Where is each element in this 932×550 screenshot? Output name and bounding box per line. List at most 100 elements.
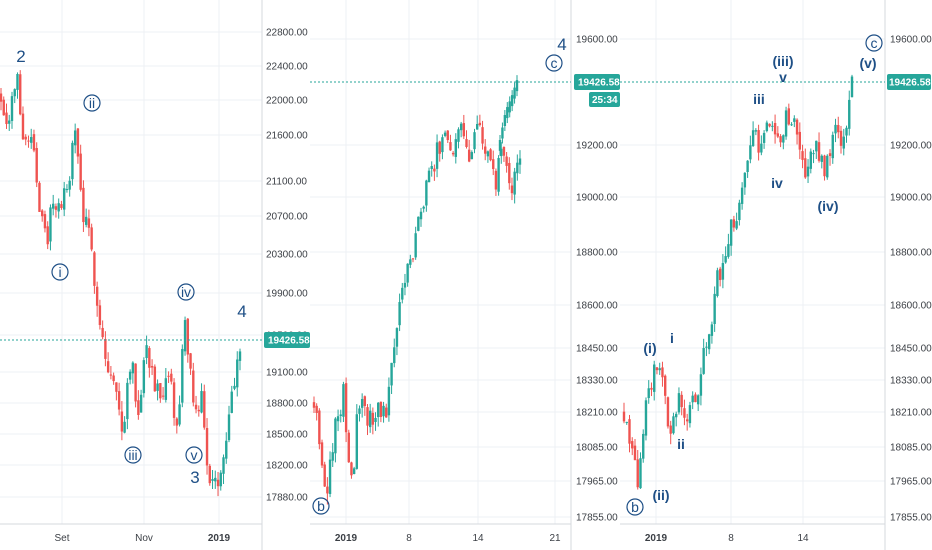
candle-body: [768, 123, 771, 127]
candle-body: [355, 414, 359, 469]
panel-left-grid: [0, 0, 262, 524]
wave-label-circle: [83, 94, 101, 112]
candle-body: [729, 219, 733, 246]
x-tick-label: 2019: [208, 533, 231, 544]
candle-body: [644, 400, 648, 436]
wave-label-circle: [865, 34, 883, 52]
candle-body: [200, 391, 203, 413]
candle-body: [661, 367, 664, 378]
y-tick-label: 22800.00: [266, 28, 308, 39]
candle-body: [115, 382, 118, 392]
candle-body: [208, 465, 211, 484]
candle-body: [398, 302, 401, 326]
candle-body: [839, 130, 843, 146]
candle-body: [13, 89, 16, 97]
candle-body: [760, 143, 763, 153]
candle-body: [315, 405, 318, 414]
candle-body: [16, 74, 19, 90]
panel-left-candles: [0, 70, 242, 497]
candle-body: [674, 413, 678, 418]
wave-label: iii: [753, 91, 765, 107]
candle-body: [677, 393, 681, 413]
candle-body: [236, 359, 239, 388]
y-tick-label: 18600.00: [890, 301, 932, 312]
candle-body: [451, 152, 455, 155]
wave-label: 4: [557, 35, 566, 54]
candle-body: [38, 182, 41, 212]
candle-body: [685, 419, 689, 422]
panel-right-price-badge-bg: [887, 74, 931, 90]
candle-body: [501, 127, 504, 139]
wave-label-circle: [185, 446, 203, 464]
candle-body: [60, 204, 63, 208]
candle-body: [510, 95, 514, 107]
candle-body: [318, 410, 321, 445]
candle-body: [713, 293, 716, 324]
y-tick-label: 19900.00: [266, 289, 308, 300]
candle-body: [435, 142, 439, 169]
wave-label: iv: [181, 284, 191, 300]
y-tick-label: 18800.00: [576, 248, 618, 259]
candle-body: [475, 123, 479, 130]
wave-label: ii: [89, 95, 95, 111]
y-tick-label: 18450.00: [576, 344, 618, 355]
candle-body: [390, 362, 393, 386]
y-tick-label: 18450.00: [890, 344, 932, 355]
candle-body: [323, 464, 326, 487]
candle-body: [738, 202, 741, 221]
candle-body: [104, 338, 107, 359]
candle-body: [68, 180, 71, 190]
candle-body: [653, 364, 656, 392]
candle-body: [98, 305, 102, 326]
candle-body: [350, 462, 353, 476]
candle-body: [238, 351, 242, 361]
candle-body: [385, 407, 388, 418]
candle-body: [696, 395, 700, 405]
candle-body: [508, 101, 511, 113]
candle-body: [762, 132, 766, 143]
candle-body: [449, 142, 452, 151]
x-tick-label: 8: [728, 533, 734, 544]
candle-body: [699, 374, 703, 396]
candle-body: [194, 404, 198, 410]
panel-middle-wave-labels: 4c b: [312, 35, 567, 515]
candle-body: [795, 119, 799, 135]
candle-body: [233, 385, 236, 389]
panel-left-price-badge: 19426.58: [264, 332, 310, 348]
candle-body: [801, 151, 804, 160]
candle-body: [377, 402, 380, 418]
panel-middle-grid: [310, 0, 571, 524]
panel-left-price-badge-bg: [264, 332, 310, 348]
x-tick-label: 14: [472, 533, 484, 544]
candle-body: [505, 156, 508, 166]
candle-body: [32, 134, 36, 151]
candle-body: [513, 87, 516, 99]
candle-body: [481, 127, 484, 144]
wave-label: c: [871, 35, 878, 51]
panel-middle-countdown-badge-bg: [589, 92, 620, 107]
candle-body: [219, 472, 222, 487]
panel-right-x-ticks: 2019 8 14: [645, 533, 809, 544]
candle-body: [137, 400, 140, 415]
candle-body: [186, 318, 190, 355]
candle-body: [411, 258, 415, 260]
candle-body: [718, 268, 722, 281]
candle-body: [19, 74, 22, 115]
wave-label: iii: [128, 447, 137, 463]
x-tick-label: 14: [797, 533, 809, 544]
candle-body: [749, 145, 752, 160]
candle-body: [850, 76, 854, 98]
candle-body: [211, 479, 214, 481]
candle-body: [183, 320, 187, 352]
panel-left: 22800.00 22400.00 22000.00 21600.00 21100.00…: [0, 0, 310, 550]
y-tick-label: 19100.00: [266, 368, 308, 379]
candle-body: [721, 263, 725, 280]
candle-body: [27, 140, 30, 142]
wave-label: (ii): [652, 487, 669, 503]
wave-label-circle: [312, 497, 330, 515]
candle-body: [334, 418, 337, 454]
candle-body: [815, 140, 818, 152]
candle-body: [655, 367, 659, 371]
candle-body: [395, 328, 399, 347]
